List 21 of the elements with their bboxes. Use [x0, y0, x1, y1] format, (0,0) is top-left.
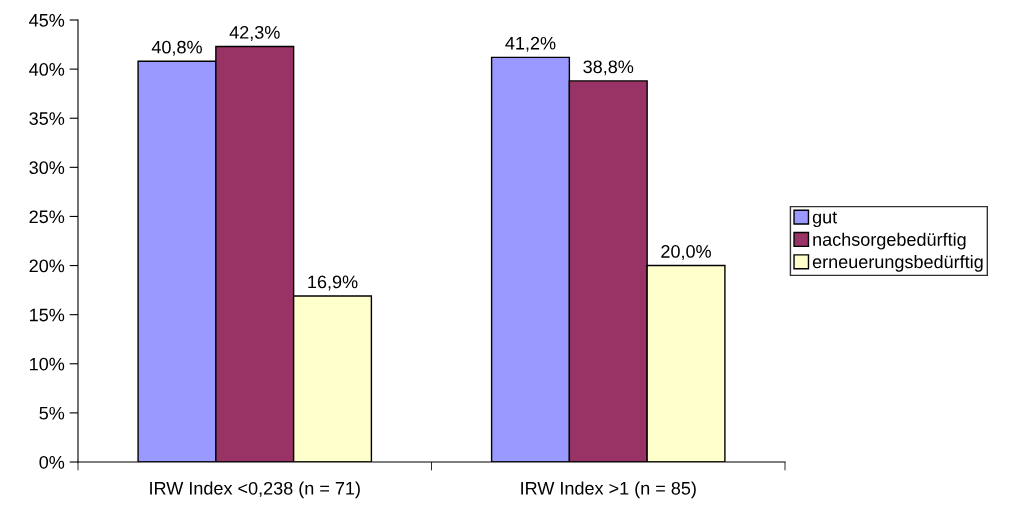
data-label: 40,8%: [151, 40, 202, 56]
legend-label: erneuerungsbedürftig: [812, 254, 983, 272]
y-tick-label: 0%: [39, 455, 65, 469]
y-tick-label: 10%: [30, 357, 65, 371]
y-tick-label: 15%: [30, 308, 65, 322]
x-tick-label: IRW Index <0,238 (n = 71): [150, 481, 360, 499]
y-tick-label: 30%: [29, 161, 65, 175]
data-label: 16,9%: [308, 275, 358, 291]
data-label: 41,2%: [505, 36, 556, 52]
data-label: 42,3%: [229, 26, 280, 41]
y-tick-label: 45%: [29, 14, 65, 27]
legend-label: gut: [812, 211, 838, 228]
data-label: 20,0%: [661, 245, 711, 260]
x-tick-label: IRW Index >1 (n = 85): [521, 481, 696, 499]
y-tick-label: 40%: [29, 63, 65, 76]
y-tick-label: 5%: [39, 406, 65, 420]
y-tick-label: 35%: [29, 112, 65, 125]
y-tick-label: 20%: [29, 259, 65, 273]
data-label: 38,8%: [583, 60, 634, 76]
legend-label: nachsorgebedürftig: [813, 232, 966, 250]
y-tick-label: 25%: [29, 210, 65, 224]
